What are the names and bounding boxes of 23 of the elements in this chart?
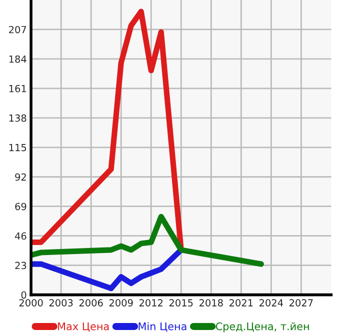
- x-tick-label: 2009: [109, 299, 133, 306]
- legend-label: Max Цена: [58, 322, 109, 332]
- y-tick-label: 161: [9, 84, 26, 92]
- y-tick-label: 207: [9, 26, 26, 34]
- legend-label: Min Цена: [138, 322, 186, 332]
- x-tick-label: 2006: [79, 299, 103, 306]
- x-tick-label: 2003: [49, 299, 73, 306]
- y-tick-label: 92: [15, 173, 26, 181]
- legend-label: Сред.Цена, т.йен: [216, 322, 309, 332]
- x-tick-label: 2015: [169, 299, 193, 306]
- y-tick-label: 0: [21, 291, 26, 299]
- x-tick-label: 2012: [139, 299, 163, 306]
- x-tick-label: 2027: [290, 299, 313, 306]
- y-tick-label: 184: [9, 55, 26, 63]
- y-tick-label: 69: [15, 202, 26, 210]
- x-tick-label: 2000: [19, 299, 43, 306]
- x-tick-label: 2024: [260, 299, 283, 306]
- y-tick-label: 138: [9, 114, 26, 122]
- y-tick-label: 115: [9, 144, 26, 152]
- x-tick-label: 2021: [229, 299, 253, 306]
- y-tick-label: 23: [15, 262, 26, 270]
- y-tick-label: 46: [14, 232, 26, 240]
- x-tick-label: 2018: [199, 299, 223, 306]
